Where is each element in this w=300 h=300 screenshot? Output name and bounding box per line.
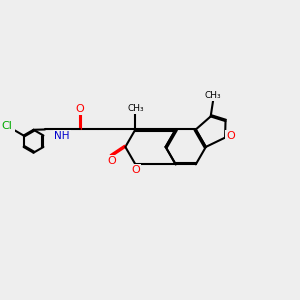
Text: O: O xyxy=(75,104,84,114)
Text: NH: NH xyxy=(54,131,70,141)
Text: CH₃: CH₃ xyxy=(127,104,144,113)
Text: O: O xyxy=(131,165,140,175)
Text: O: O xyxy=(107,156,116,166)
Text: O: O xyxy=(226,131,235,141)
Text: Cl: Cl xyxy=(1,121,12,131)
Text: CH₃: CH₃ xyxy=(205,91,221,100)
